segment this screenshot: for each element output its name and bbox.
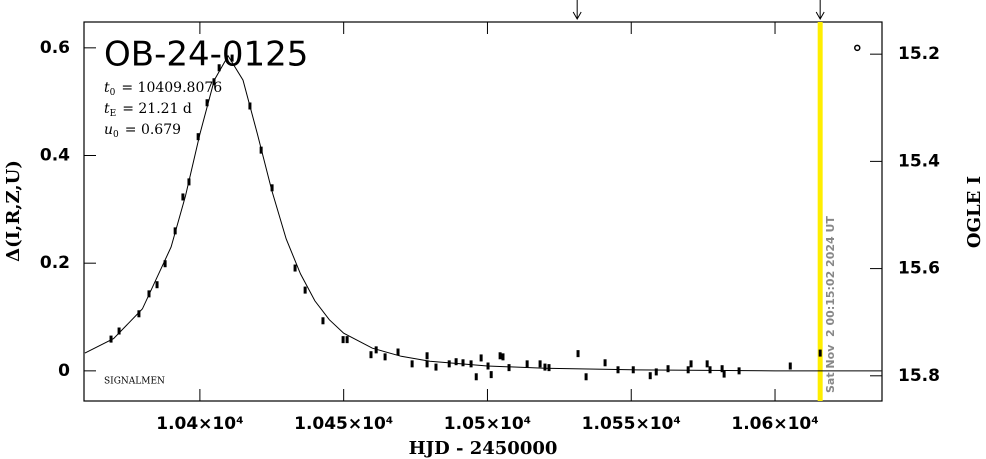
data-point: [163, 260, 167, 268]
data-point: [196, 133, 200, 141]
x-axis-label: HJD - 2450000: [409, 438, 558, 459]
data-point: [547, 364, 551, 372]
data-point: [525, 360, 529, 368]
data-point: [689, 360, 693, 368]
data-point: [498, 352, 502, 360]
param-symbol: t: [104, 80, 110, 96]
y2-tick-label: 15.8: [898, 366, 940, 386]
data-point: [720, 365, 724, 373]
y2-tick-label: 15.4: [898, 151, 940, 171]
data-point: [212, 78, 216, 86]
arrow: [815, 0, 825, 21]
data-point: [584, 373, 588, 381]
data-point: [447, 360, 451, 368]
data-point: [648, 372, 652, 380]
data-point: [666, 365, 670, 373]
data-point: [147, 290, 151, 298]
data-point: [321, 317, 325, 325]
data-point: [737, 367, 741, 375]
param-value: = 21.21 d: [122, 101, 192, 117]
data-point: [181, 193, 185, 201]
data-point: [137, 310, 141, 318]
data-point: [173, 227, 177, 235]
data-point: [425, 352, 429, 360]
y-tick-label: 0.4: [40, 146, 70, 166]
data-point: [155, 281, 159, 289]
param-symbol: t: [104, 101, 110, 117]
data-point: [474, 373, 478, 381]
chart-title: OB-24-0125: [104, 35, 308, 75]
data-point: [303, 286, 307, 294]
data-point: [341, 336, 345, 344]
data-point: [603, 359, 607, 367]
y2-tick-label: 15.2: [898, 44, 940, 64]
data-point: [818, 349, 822, 357]
data-point: [270, 184, 274, 192]
data-point: [461, 359, 465, 367]
data-point: [259, 146, 263, 154]
data-point: [722, 370, 726, 378]
data-point: [217, 64, 221, 72]
fit-parameter: tE = 21.21 d: [104, 101, 192, 119]
param-symbol: u: [104, 122, 113, 138]
data-point: [410, 360, 414, 368]
data-point: [454, 358, 458, 366]
data-point: [383, 353, 387, 361]
data-point: [293, 264, 297, 272]
x-tick-label: 1.06×10⁴: [731, 414, 818, 434]
arrow: [572, 0, 582, 21]
data-point: [396, 348, 400, 356]
data-point: [205, 99, 209, 107]
fit-parameter: u0 = 0.679: [104, 122, 181, 140]
y-tick-label: 0: [58, 361, 70, 381]
data-point: [708, 366, 712, 374]
data-point: [486, 362, 490, 370]
y-tick-label: 0.6: [40, 38, 70, 58]
param-subscript: 0: [110, 88, 116, 98]
data-point: [345, 336, 349, 344]
data-point: [187, 178, 191, 186]
data-point: [576, 350, 580, 358]
fit-parameter: t0 = 10409.8076: [104, 80, 222, 98]
model-curve: [84, 54, 882, 372]
param-subscript: E: [110, 109, 117, 119]
data-point: [705, 360, 709, 368]
y-tick-label: 0.2: [40, 253, 70, 273]
data-point: [538, 360, 542, 368]
data-point: [374, 346, 378, 354]
plot-frame: [83, 21, 883, 402]
timestamp: Sat Nov 2 00:15:02 2024 UT: [824, 216, 837, 393]
y2-axis-label: OGLE I: [964, 176, 985, 248]
data-point: [686, 366, 690, 374]
data-point: [507, 364, 511, 372]
data-point: [469, 360, 473, 368]
footnote: SIGNALMEN: [104, 377, 165, 387]
data-point: [501, 353, 505, 361]
y2-tick-label: 15.6: [898, 259, 940, 279]
data-point: [117, 327, 121, 335]
open-point: [854, 44, 861, 52]
data-point: [248, 102, 252, 110]
data-point: [230, 54, 234, 62]
x-tick-label: 1.05×10⁴: [444, 414, 531, 434]
x-tick-label: 1.055×10⁴: [582, 414, 681, 434]
data-point: [489, 371, 493, 379]
data-point: [543, 363, 547, 371]
data-point: [434, 363, 438, 371]
data-point: [425, 360, 429, 368]
param-subscript: 0: [113, 130, 119, 140]
data-point: [109, 335, 113, 343]
x-tick-label: 1.04×10⁴: [156, 414, 243, 434]
data-point: [479, 354, 483, 362]
data-point: [788, 362, 792, 370]
param-value: = 10409.8076: [121, 80, 222, 96]
data-point: [631, 366, 635, 374]
data-point: [369, 351, 373, 359]
data-point: [654, 368, 658, 376]
x-tick-label: 1.045×10⁴: [294, 414, 393, 434]
param-value: = 0.679: [125, 122, 181, 138]
data-point: [616, 366, 620, 374]
y-axis-label: Δ(I,R,Z,U): [3, 160, 24, 262]
